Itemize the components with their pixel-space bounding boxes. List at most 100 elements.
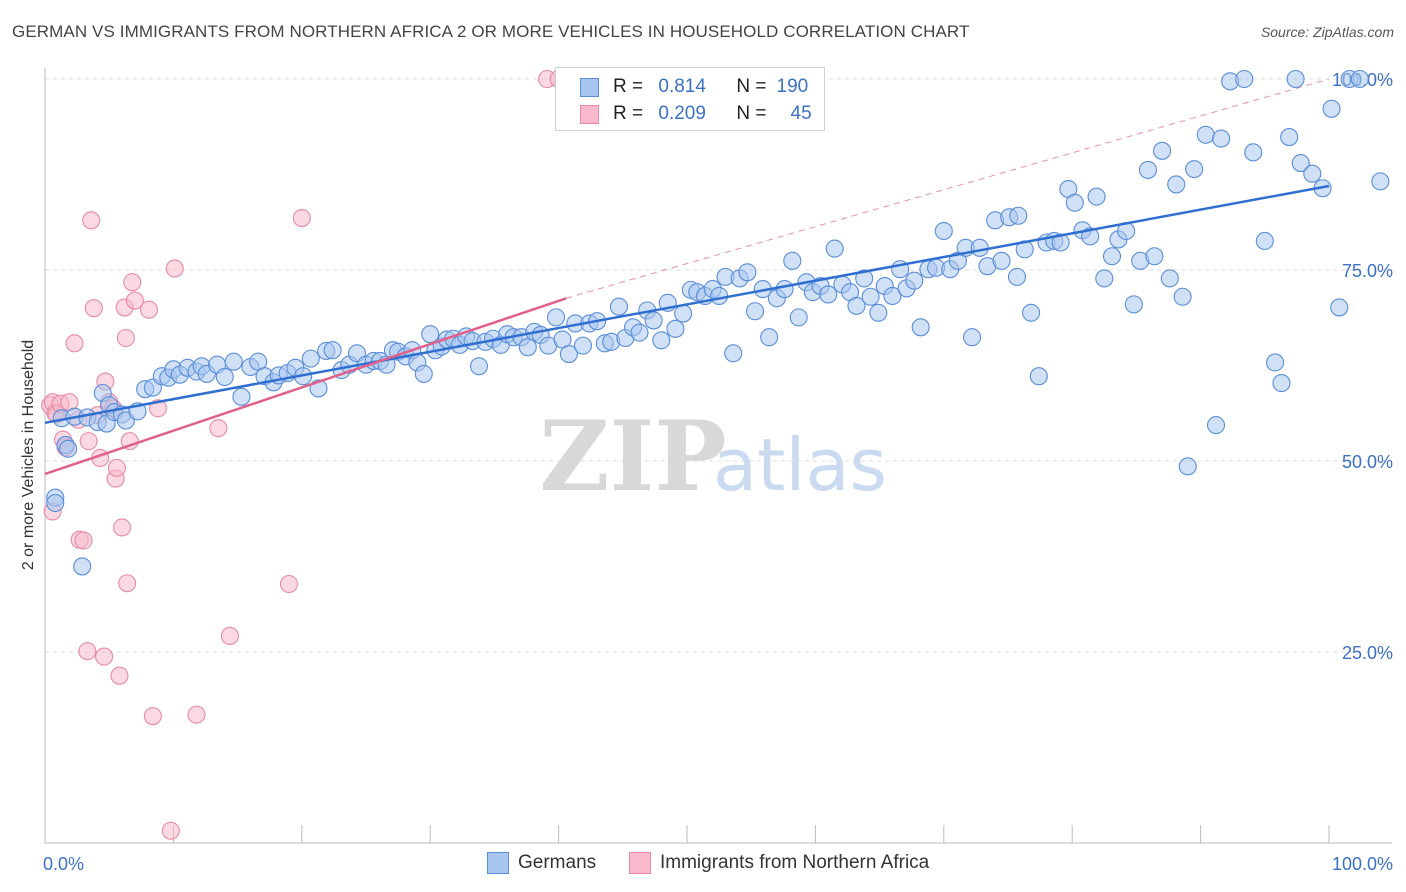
- germans-point: [232, 387, 251, 406]
- germans-point: [1022, 303, 1041, 322]
- germans-point: [746, 302, 765, 321]
- germans-point: [1029, 367, 1048, 386]
- germans-point: [518, 338, 537, 357]
- legend-germans-label: Germans: [518, 852, 597, 873]
- germans-point: [1286, 69, 1305, 89]
- tick-labels: 25.0%50.0%75.0%100.0%0.0%100.0%: [43, 70, 1393, 874]
- immigrants-legend-swatch: [629, 852, 651, 874]
- germans-point: [1124, 295, 1143, 314]
- germans-point: [962, 328, 982, 347]
- germans-point: [1007, 267, 1027, 286]
- germans-point: [855, 269, 874, 288]
- immigrants-swatch: [580, 104, 599, 124]
- germans-point: [775, 280, 794, 299]
- germans-point: [1371, 172, 1390, 191]
- trend-lines: [44, 78, 1330, 476]
- n-label: N =: [736, 76, 767, 97]
- legend-row-immigrants: R = 0.209 N = 45: [580, 102, 812, 126]
- germans-point: [970, 238, 989, 257]
- germans-point: [630, 323, 649, 342]
- germans-point: [323, 341, 342, 360]
- immigrants-point: [123, 273, 142, 292]
- immigrants-point: [82, 211, 101, 230]
- germans-point: [1244, 143, 1263, 162]
- immigrants-point: [95, 647, 114, 666]
- n-value: 45: [790, 103, 812, 124]
- watermark-zip: ZIP: [539, 400, 726, 513]
- correlation-legend: R = 0.814 N = 190 R = 0.209 N = 45: [555, 67, 825, 131]
- r-value: 0.814: [658, 76, 706, 97]
- germans-point: [724, 344, 743, 363]
- germans-point: [559, 344, 578, 364]
- germans-point: [674, 304, 693, 323]
- germans-point: [1212, 129, 1231, 148]
- x-tick-label-max: 100.0%: [1332, 854, 1393, 874]
- germans-legend-swatch: [487, 852, 509, 874]
- germans-point: [1138, 160, 1158, 179]
- germans-point: [760, 328, 779, 347]
- immigrants-point: [143, 707, 162, 726]
- legend-immigrants-label: Immigrants from Northern Africa: [660, 852, 930, 873]
- germans-swatch: [580, 77, 599, 97]
- immigrants-point: [165, 259, 184, 278]
- immigrants-trend-extension: [566, 78, 1330, 299]
- germans-point: [1065, 193, 1084, 212]
- germans-trend-line: [44, 184, 1330, 425]
- y-tick-label: 50.0%: [1342, 452, 1393, 472]
- germans-point: [224, 352, 243, 371]
- immigrants-point: [139, 300, 159, 319]
- germans-point: [847, 296, 866, 315]
- germans-point: [861, 287, 880, 306]
- immigrants-point: [148, 399, 168, 418]
- germans-point: [1153, 141, 1172, 160]
- germans-point: [46, 493, 65, 513]
- immigrants-point: [120, 432, 139, 451]
- watermark: ZIP atlas: [539, 400, 887, 513]
- germans-point: [1160, 269, 1179, 288]
- germans-point: [1051, 233, 1070, 252]
- germans-point: [59, 439, 78, 458]
- germans-point: [819, 285, 838, 304]
- germans-point: [738, 263, 757, 282]
- germans-point: [911, 318, 930, 337]
- germans-point: [934, 221, 953, 241]
- germans-point: [652, 331, 671, 350]
- series-legend: Germans Immigrants from Northern Africa: [0, 852, 1406, 878]
- germans-point: [301, 349, 320, 368]
- germans-point: [421, 325, 440, 344]
- germans-point: [573, 336, 593, 355]
- legend-immigrants[interactable]: Immigrants from Northern Africa: [629, 852, 929, 874]
- germans-point: [825, 239, 844, 258]
- germans-point: [1167, 175, 1186, 194]
- legend-germans[interactable]: Germans: [487, 852, 596, 874]
- immigrants-point: [116, 328, 135, 348]
- source-label: Source: ZipAtlas.com: [1260, 24, 1394, 40]
- germans-point: [710, 286, 729, 306]
- x-tick-label-min: 0.0%: [43, 854, 84, 874]
- germans-point: [1206, 416, 1226, 435]
- r-value: 0.209: [658, 103, 706, 124]
- germans-point: [1303, 164, 1322, 183]
- germans-point: [1330, 298, 1349, 317]
- germans-point: [1350, 69, 1369, 89]
- germans-point: [1081, 227, 1100, 246]
- immigrants-trend-line: [44, 297, 567, 476]
- legend-row-germans: R = 0.814 N = 190: [580, 75, 808, 99]
- germans-point: [1272, 374, 1291, 393]
- immigrants-point: [74, 531, 93, 550]
- germans-point: [869, 303, 888, 322]
- n-value: 190: [776, 76, 809, 97]
- germans-point: [1173, 287, 1192, 306]
- germans-point: [1291, 153, 1310, 173]
- immigrants-point: [84, 299, 103, 318]
- immigrants-point: [112, 518, 132, 537]
- germans-point: [992, 251, 1011, 270]
- germans-point: [1009, 206, 1028, 225]
- germans-point: [1145, 247, 1164, 266]
- immigrants-point: [107, 458, 126, 477]
- immigrants-point: [125, 291, 144, 310]
- germans-point: [1280, 128, 1299, 147]
- immigrants-point: [209, 419, 228, 438]
- germans-point: [215, 367, 234, 387]
